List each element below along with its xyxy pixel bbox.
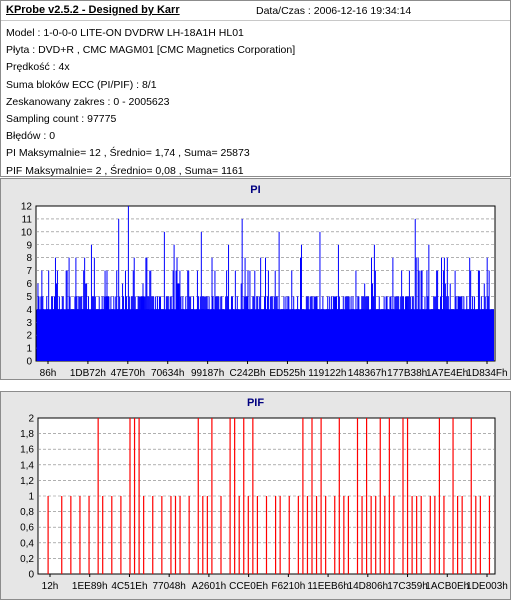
info-scan-range: Zeskanowany zakres : 0 - 2005623 [6, 95, 170, 108]
pif-y-tick-label: 2 [28, 414, 34, 425]
pi-y-tick-label: 6 [26, 279, 32, 290]
pif-y-tick-label: 0,4 [20, 538, 34, 549]
info-panel: KProbe v2.5.2 - Designed by Karr Data/Cz… [0, 0, 511, 177]
pif-chart-panel: PIF 0 0,2 0,4 0,6 0,8 1 1,2 1,4 1,6 1,8 2 12h 1EE89h 4… [0, 391, 511, 600]
pi-x-tick-label: 148367h [348, 368, 387, 379]
info-disc: Płyta : DVD+R , CMC MAGM01 [CMC Magnetic… [6, 44, 296, 57]
pif-bars [47, 418, 491, 574]
pi-x-tick-label: ED525h [269, 368, 305, 379]
info-ecc-blocks: Suma bloków ECC (PI/PIF) : 8/1 [6, 78, 157, 91]
pi-x-tick-label: 119122h [308, 368, 346, 379]
pi-y-tick-label: 9 [26, 240, 32, 251]
pi-y-tick-label: 8 [26, 253, 32, 264]
pif-x-tick-label: 1EE89h [72, 581, 108, 592]
pi-x-tick-label: 47E70h [111, 368, 145, 379]
pi-x-tick-label: 70634h [151, 368, 184, 379]
pif-chart-title: PIF [247, 397, 264, 409]
pif-x-tick-label: 12h [42, 581, 59, 592]
pi-x-tick-label: 99187h [191, 368, 224, 379]
pi-y-tick-label: 5 [26, 292, 32, 303]
pi-y-tick-label: 12 [21, 202, 33, 213]
pi-x-tick-label: 177B38h [387, 368, 427, 379]
info-pif-summary: PIF Maksymalnie= 2 , Średnio= 0,08 , Sum… [6, 164, 244, 177]
info-sampling-count: Sampling count : 97775 [6, 113, 117, 125]
pi-y-tick-label: 0 [26, 357, 32, 368]
pif-x-tick-label: CCE0Eh [229, 581, 268, 592]
app-title: KProbe v2.5.2 - Designed by Karr [6, 4, 180, 16]
pif-x-tick-label: 1DE003h [466, 581, 508, 592]
pi-x-tick-label: 1A7E4Eh [426, 368, 468, 379]
pi-x-tick-label: 86h [40, 368, 57, 379]
info-model: Model : 1-0-0-0 LITE-ON DVDRW LH-18A1H H… [6, 27, 244, 39]
pi-y-tick-label: 10 [21, 227, 33, 238]
pi-y-tick-label: 1 [26, 344, 32, 355]
info-speed: Prędkość : 4x [6, 61, 70, 74]
pi-chart-panel: PI 0 1 2 3 4 5 6 7 8 9 10 11 12 86h 1DB72h 47E70h 70634h 9… [0, 178, 511, 380]
pif-y-tick-label: 1,8 [20, 429, 34, 440]
pi-y-tick-label: 4 [26, 305, 32, 316]
pif-x-tick-label: A2601h [192, 581, 226, 592]
pif-x-tick-label: 11EEB6h [307, 581, 349, 592]
pif-x-tick-label: 14D806h [348, 581, 389, 592]
pif-y-tick-label: 1,6 [20, 445, 34, 456]
pif-y-tick-label: 0,8 [20, 507, 34, 518]
pi-x-tick-label: 1D834Fh [466, 368, 507, 379]
pif-y-tick-label: 0 [28, 570, 34, 581]
pi-base-fill [37, 309, 494, 361]
pi-y-tick-label: 7 [26, 266, 32, 277]
scan-datetime: Data/Czas : 2006-12-16 19:34:14 [256, 5, 412, 17]
pif-x-tick-label: F6210h [271, 581, 305, 592]
pif-x-tick-label: 1ACB0Eh [425, 581, 469, 592]
info-pi-summary: PI Maksymalnie= 12 , Średnio= 1,74 , Sum… [6, 147, 250, 160]
pif-y-tick-label: 1,4 [20, 460, 34, 471]
title-separator [1, 20, 510, 21]
pi-x-tick-label: C242Bh [229, 368, 265, 379]
pif-y-tick-label: 1 [28, 492, 34, 503]
pif-x-tick-label: 4C51Eh [111, 581, 147, 592]
info-errors: Błędów : 0 [6, 130, 56, 143]
pif-y-tick-label: 0,6 [20, 523, 34, 534]
pi-y-tick-label: 11 [22, 214, 33, 225]
pif-x-tick-label: 77048h [152, 581, 185, 592]
pi-x-tick-label: 1DB72h [70, 368, 106, 379]
pi-y-tick-label: 2 [26, 331, 32, 342]
pi-y-tick-label: 3 [26, 318, 32, 329]
pif-chart: PIF 0 0,2 0,4 0,6 0,8 1 1,2 1,4 1,6 1,8 2 12h 1EE89h 4… [20, 397, 508, 592]
pif-y-tick-label: 1,2 [20, 476, 34, 487]
pi-chart-title: PI [250, 184, 260, 196]
pif-y-tick-label: 0,2 [20, 554, 34, 565]
pif-x-tick-label: 17C359h [387, 581, 428, 592]
